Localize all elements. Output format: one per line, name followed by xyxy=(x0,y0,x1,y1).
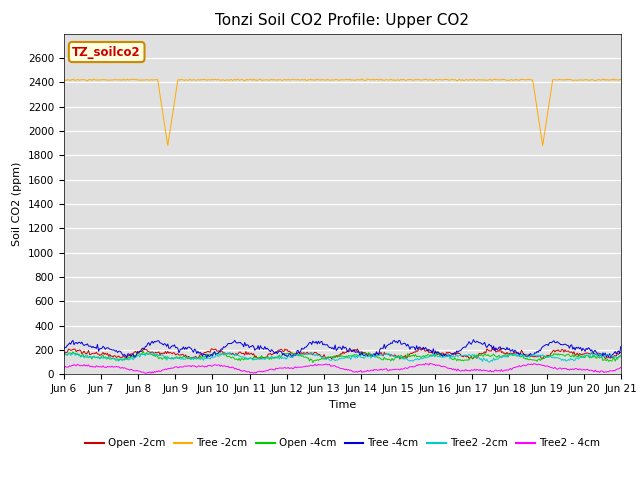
Y-axis label: Soil CO2 (ppm): Soil CO2 (ppm) xyxy=(12,162,22,246)
Text: TZ_soilco2: TZ_soilco2 xyxy=(72,46,141,59)
X-axis label: Time: Time xyxy=(329,400,356,409)
Legend: Open -2cm, Tree -2cm, Open -4cm, Tree -4cm, Tree2 -2cm, Tree2 - 4cm: Open -2cm, Tree -2cm, Open -4cm, Tree -4… xyxy=(81,434,604,453)
Title: Tonzi Soil CO2 Profile: Upper CO2: Tonzi Soil CO2 Profile: Upper CO2 xyxy=(216,13,469,28)
